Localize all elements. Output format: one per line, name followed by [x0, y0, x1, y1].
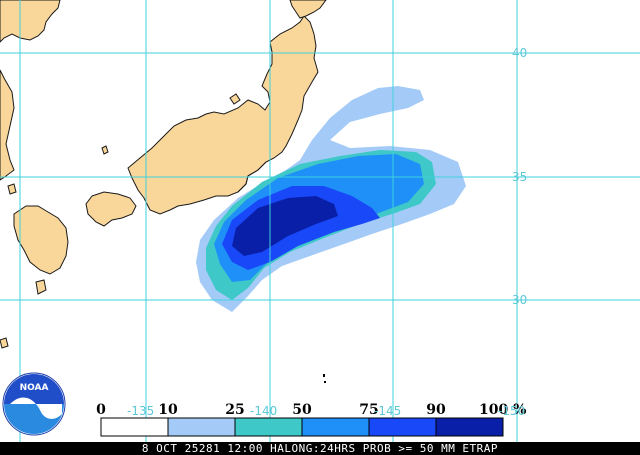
longitude-label-135: -135	[127, 404, 154, 418]
scale-swatch-50-75	[301, 417, 370, 437]
land-small-bits	[101, 145, 109, 155]
latitude-labels: 40 35 30	[512, 46, 527, 307]
land-island-1	[35, 279, 47, 295]
scale-label: 10	[158, 402, 178, 418]
probability-field	[196, 86, 466, 312]
small-islands	[323, 374, 326, 383]
longitude-label-145: -145	[374, 404, 401, 418]
latitude-label-30: 30	[512, 293, 527, 307]
longitude-labels: -135 -140 -145 -150	[127, 404, 525, 418]
probability-color-scale: 0 10 25 50 75 90 100 %	[96, 402, 526, 437]
land-hokkaido-tip	[289, 0, 327, 19]
scale-swatch-0-10	[100, 417, 169, 437]
coast-overlay	[237, 161, 267, 193]
land-island-2	[7, 183, 17, 195]
probability-map: 40 35 30 0 10 25 50 75 90 100 % -135 -140 -145…	[0, 0, 640, 442]
latitude-label-40: 40	[512, 46, 527, 60]
latitude-label-35: 35	[512, 170, 527, 184]
land-korea	[0, 0, 61, 43]
scale-swatch-75-90	[368, 417, 437, 437]
scale-label: 0	[96, 402, 106, 418]
scale-swatch-10-25	[167, 417, 236, 437]
longitude-label-150: -150	[498, 404, 525, 418]
land-sado	[229, 93, 241, 105]
noaa-logo: NOAA	[2, 372, 66, 436]
land-island-3	[0, 337, 9, 349]
scale-label: 75	[359, 402, 378, 418]
scale-label: 90	[426, 402, 446, 418]
scale-swatch-25-50	[234, 417, 303, 437]
scale-label: 25	[225, 402, 244, 418]
scale-label: 50	[292, 402, 312, 418]
land-shikoku	[85, 191, 137, 227]
land-kyushu	[13, 205, 69, 275]
prob-90-100-core	[232, 196, 338, 256]
map-caption: 8 OCT 25281 12:00 HALONG:24HRS PROB >= 5…	[0, 442, 640, 455]
land-masses	[0, 0, 327, 349]
scale-swatch-90-100	[435, 417, 504, 437]
scale-label: 100 %	[479, 402, 526, 418]
lat-lon-grid	[0, 0, 640, 442]
noaa-logo-text: NOAA	[20, 383, 49, 393]
longitude-label-140: -140	[250, 404, 277, 418]
